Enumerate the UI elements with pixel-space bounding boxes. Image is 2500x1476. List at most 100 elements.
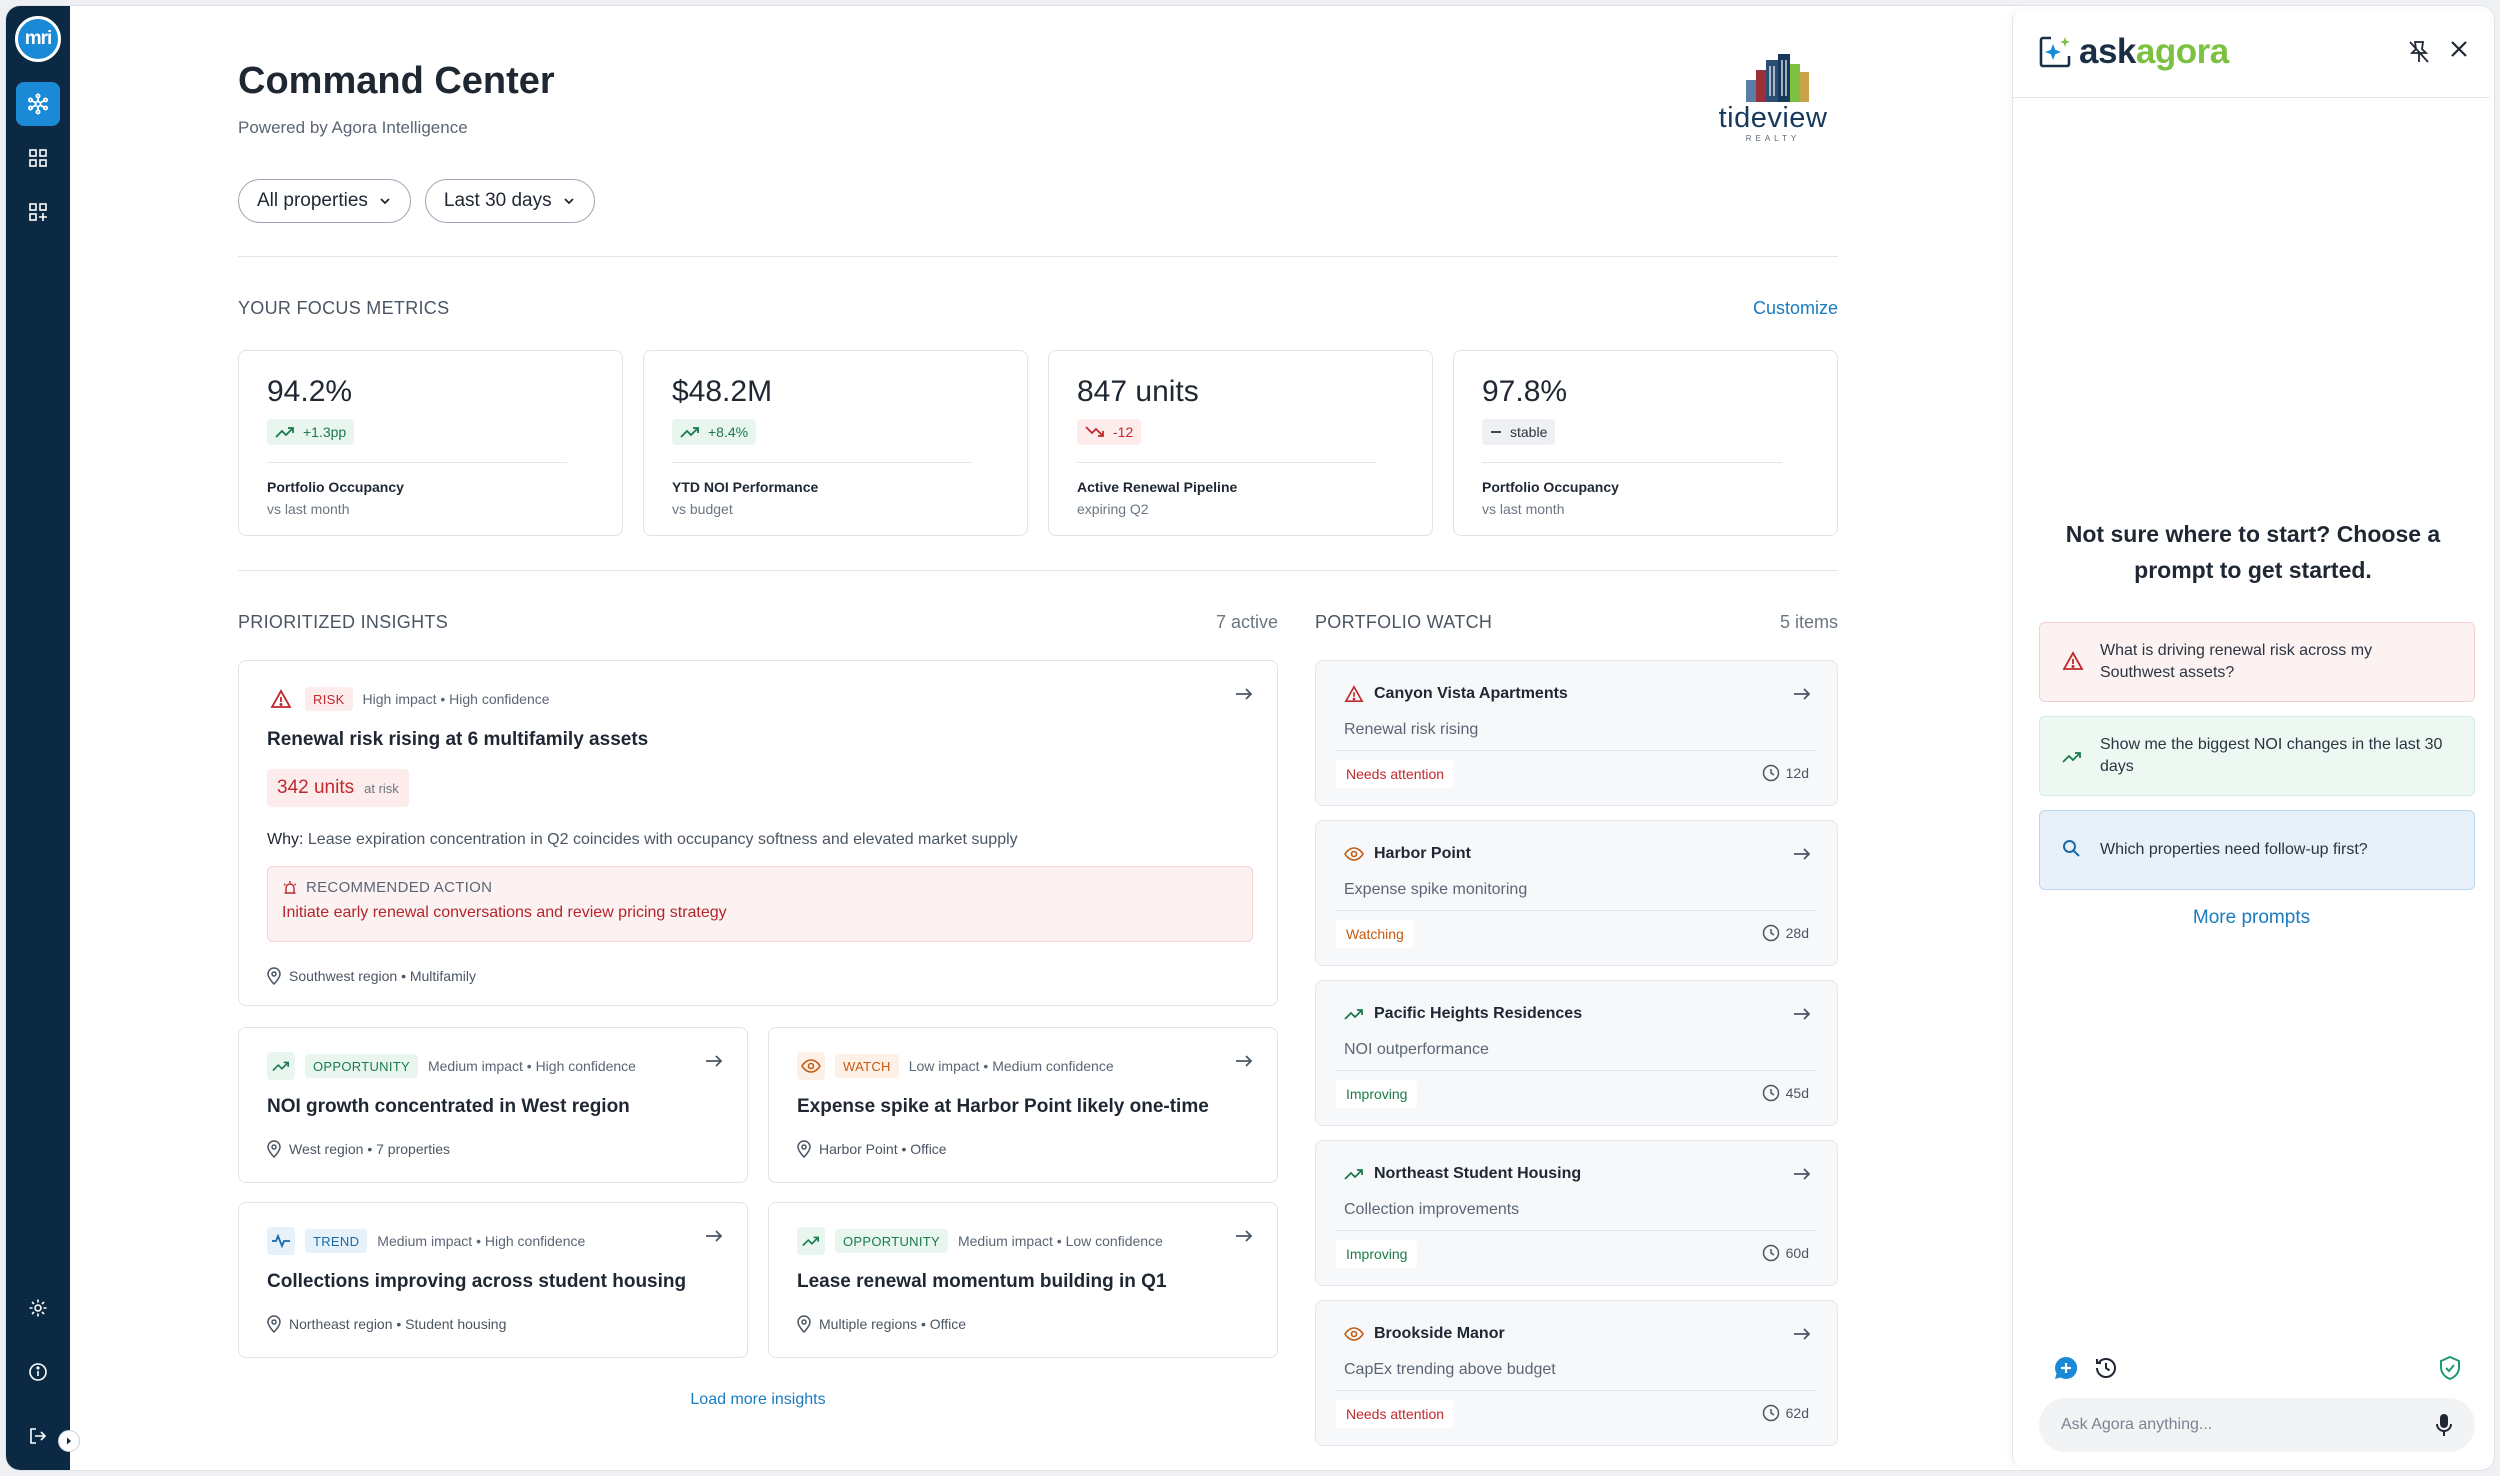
properties-filter[interactable]: All properties xyxy=(238,179,411,223)
location-pin-icon xyxy=(267,967,281,985)
nav-network-button[interactable] xyxy=(16,82,60,126)
metric-value: 97.8% xyxy=(1482,375,1568,408)
rec-label: RECOMMENDED ACTION xyxy=(306,879,493,896)
location-pin-icon xyxy=(797,1315,811,1333)
history-icon[interactable] xyxy=(2093,1355,2119,1381)
search-icon xyxy=(2063,840,2080,857)
recommended-action: RECOMMENDED ACTION Initiate early renewa… xyxy=(267,866,1253,942)
app-window: mri Command Center Powered by Agora xyxy=(6,6,2494,1470)
metric-change-badge: stable xyxy=(1482,419,1556,445)
main-content: Command Center Powered by Agora Intellig… xyxy=(238,6,1842,1470)
insight-location: West region • 7 properties xyxy=(267,1140,450,1158)
trend-up-icon xyxy=(1344,1169,1363,1180)
watch-days: 60d xyxy=(1762,1244,1809,1262)
chat-input[interactable]: Ask Agora anything... xyxy=(2039,1398,2475,1452)
watch-status: Needs attention xyxy=(1336,1400,1455,1428)
minus-icon xyxy=(1491,431,1501,433)
arrow-right-icon[interactable] xyxy=(705,1054,723,1068)
location-text: Southwest region • Multifamily xyxy=(289,968,476,984)
insight-meta: Medium impact • Low confidence xyxy=(957,1233,1163,1249)
suggested-prompt[interactable]: Which properties need follow-up first? xyxy=(2039,810,2475,890)
close-icon[interactable] xyxy=(2448,38,2470,60)
watch-item[interactable]: Harbor Point Expense spike monitoring Wa… xyxy=(1315,820,1838,966)
nav-add-widget-button[interactable] xyxy=(16,190,60,234)
watch-days-text: 12d xyxy=(1785,765,1809,781)
arrow-right-icon[interactable] xyxy=(1793,847,1811,861)
customize-link[interactable]: Customize xyxy=(1752,298,1838,318)
eye-icon xyxy=(797,1052,825,1080)
brand-name: tideview xyxy=(1718,102,1828,134)
logout-button[interactable] xyxy=(16,1414,60,1458)
sparkle-icon xyxy=(2039,36,2071,68)
chat-tools xyxy=(2053,1355,2119,1381)
location-pin-icon xyxy=(797,1140,811,1158)
ask-agora-logo: ask agora xyxy=(2037,32,2229,72)
shield-check-icon[interactable] xyxy=(2438,1355,2462,1381)
metric-card[interactable]: $48.2M +8.4% YTD NOI Performance vs budg… xyxy=(643,350,1028,536)
insights-label: PRIORITIZED INSIGHTS xyxy=(238,612,449,632)
metric-sub: expiring Q2 xyxy=(1077,501,1149,517)
more-prompts-link[interactable]: More prompts xyxy=(2192,907,2311,928)
warning-icon xyxy=(2062,651,2084,670)
arrow-right-icon[interactable] xyxy=(1793,1167,1811,1181)
load-more-insights-link[interactable]: Load more insights xyxy=(690,1391,826,1408)
microphone-icon[interactable] xyxy=(2435,1413,2453,1437)
arrow-right-icon[interactable] xyxy=(1235,687,1253,701)
trend-up-icon xyxy=(1344,1009,1363,1020)
insight-tag-row: RISK High impact • High confidence xyxy=(267,685,550,713)
logo-agora: agora xyxy=(2135,32,2229,71)
clock-icon xyxy=(1762,1244,1779,1262)
metric-value: 94.2% xyxy=(267,375,353,408)
new-chat-icon[interactable] xyxy=(2053,1355,2079,1381)
period-filter[interactable]: Last 30 days xyxy=(424,179,595,223)
watch-item[interactable]: Brookside Manor CapEx trending above bud… xyxy=(1315,1300,1838,1446)
nav-dashboard-button[interactable] xyxy=(16,136,60,180)
insight-card[interactable]: OPPORTUNITY Medium impact • High confide… xyxy=(238,1027,748,1183)
insight-card[interactable]: OPPORTUNITY Medium impact • Low confiden… xyxy=(768,1202,1278,1358)
watch-days: 62d xyxy=(1762,1404,1809,1422)
info-button[interactable] xyxy=(16,1350,60,1394)
clock-icon xyxy=(1762,924,1779,942)
metric-sub: vs last month xyxy=(1482,501,1565,517)
settings-button[interactable] xyxy=(16,1286,60,1330)
rail-expand-toggle[interactable] xyxy=(58,1430,80,1452)
app-logo[interactable]: mri xyxy=(15,16,61,62)
arrow-right-icon[interactable] xyxy=(1793,1007,1811,1021)
watch-item[interactable]: Pacific Heights Residences NOI outperfor… xyxy=(1315,980,1838,1126)
watch-item-name: Brookside Manor xyxy=(1374,1325,1505,1342)
metric-card[interactable]: 847 units -12 Active Renewal Pipeline ex… xyxy=(1048,350,1433,536)
warning-icon xyxy=(267,685,295,713)
insight-title: Collections improving across student hou… xyxy=(267,1271,687,1292)
suggested-prompt[interactable]: Show me the biggest NOI changes in the l… xyxy=(2039,716,2475,796)
arrow-right-icon[interactable] xyxy=(1793,687,1811,701)
watch-item-divider xyxy=(1336,1230,1817,1231)
insight-title: Expense spike at Harbor Point likely one… xyxy=(797,1096,1209,1117)
metric-value: $48.2M xyxy=(672,375,773,408)
watch-item[interactable]: Canyon Vista Apartments Renewal risk ris… xyxy=(1315,660,1838,806)
metric-card[interactable]: 94.2% +1.3pp Portfolio Occupancy vs last… xyxy=(238,350,623,536)
location-text: Multiple regions • Office xyxy=(819,1316,967,1332)
insight-tag: OPPORTUNITY xyxy=(835,1229,948,1253)
suggested-prompt[interactable]: What is driving renewal risk across my S… xyxy=(2039,622,2475,702)
unpin-icon[interactable] xyxy=(2408,40,2430,64)
metric-card[interactable]: 97.8% stable Portfolio Occupancy vs last… xyxy=(1453,350,1838,536)
insight-card[interactable]: WATCH Low impact • Medium confidence Exp… xyxy=(768,1027,1278,1183)
insight-tag-row: WATCH Low impact • Medium confidence xyxy=(797,1052,1114,1080)
portfolio-watch-count: 5 items xyxy=(1779,612,1838,632)
watch-item[interactable]: Northeast Student Housing Collection imp… xyxy=(1315,1140,1838,1286)
tideview-logo: tideview REALTY xyxy=(1708,52,1838,146)
arrow-right-icon[interactable] xyxy=(1793,1327,1811,1341)
insight-card[interactable]: TREND Medium impact • High confidence Co… xyxy=(238,1202,748,1358)
arrow-right-icon[interactable] xyxy=(1235,1054,1253,1068)
portfolio-watch-label: PORTFOLIO WATCH xyxy=(1315,612,1493,632)
arrow-right-icon[interactable] xyxy=(1235,1229,1253,1243)
eye-icon xyxy=(1344,1327,1364,1341)
metric-value: 847 units xyxy=(1077,375,1199,408)
watch-days-text: 62d xyxy=(1785,1405,1809,1421)
insight-title: NOI growth concentrated in West region xyxy=(267,1096,630,1117)
add-widget-icon xyxy=(29,203,47,221)
featured-insight-card[interactable]: RISK High impact • High confidence Renew… xyxy=(238,660,1278,1006)
location-text: West region • 7 properties xyxy=(289,1141,451,1157)
prompt-text: Which properties need follow-up first? xyxy=(2100,841,2368,858)
arrow-right-icon[interactable] xyxy=(705,1229,723,1243)
